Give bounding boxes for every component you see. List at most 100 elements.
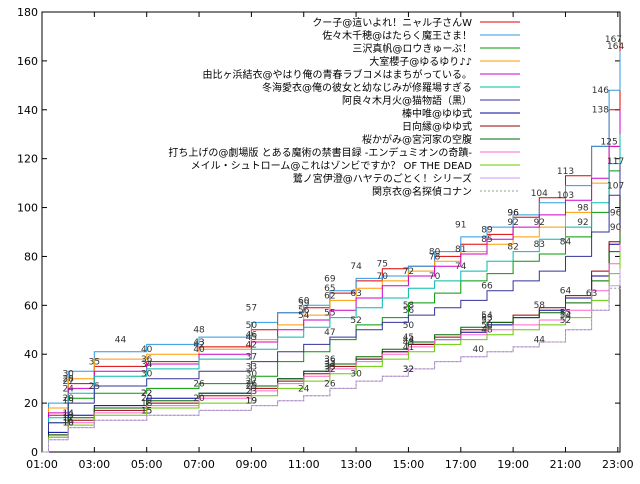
data-label: 44 [534,335,546,345]
data-label: 45 [246,333,257,343]
series-lines [42,43,621,453]
data-label: 41 [403,343,414,353]
data-label: 20 [62,394,74,404]
legend: クー子@這いよれ！ニャル子さんW佐々木千穂@はたらく魔王さま！三沢真帆@ロウきゅ… [168,16,520,198]
data-label: 12 [62,414,73,424]
data-label: 50 [403,321,415,331]
data-label: 32 [403,365,414,375]
data-label: 74 [455,262,467,272]
data-label: 78 [429,252,441,262]
data-label: 89 [481,225,493,235]
data-label: 30 [141,370,153,380]
data-label: 81 [455,245,466,255]
y-tick-label: 160 [17,55,38,68]
data-label: 53 [481,313,492,323]
data-label: 75 [377,260,388,270]
data-label: 40 [141,345,153,355]
x-tick-label: 21:00 [550,458,582,471]
data-label: 55 [560,309,571,319]
data-label: 74 [350,262,362,272]
data-label: 47 [324,328,335,338]
data-label: 15 [141,406,152,416]
data-label: 18 [141,399,153,409]
data-label: 82 [507,243,518,253]
data-label: 54 [481,311,493,321]
legend-entry-label: クー子@這いよれ！ニャル子さんW [312,16,472,29]
data-label: 54 [298,311,310,321]
data-label: 50 [246,321,258,331]
data-label: 42 [246,340,257,350]
data-label: 164 [607,42,624,52]
data-label: 27 [62,377,73,387]
data-label: 25 [89,382,100,392]
data-label: 62 [324,291,335,301]
data-label: 43 [193,338,204,348]
data-label: 63 [586,289,597,299]
y-tick-label: 60 [24,299,38,312]
data-label: 35 [324,357,335,367]
data-label: 96 [507,208,519,218]
series-line-6 [42,134,621,453]
legend-entry-label: 関京衣@名探偵コナン [372,185,472,198]
data-label: 91 [455,221,466,231]
data-label: 24 [62,384,74,394]
data-label: 92 [577,218,588,228]
data-label: 34 [324,360,336,370]
data-label: 59 [298,299,310,309]
data-label: 44 [403,335,415,345]
data-label: 19 [246,397,258,407]
data-label: 96 [610,208,622,218]
data-label: 92 [507,218,518,228]
legend-entry-label: 桜かがみ@宮河家の空腹 [362,133,472,146]
data-label: 52 [560,316,571,326]
y-tick-label: 100 [17,202,38,215]
data-label: 22 [141,389,152,399]
data-label: 90 [610,223,622,233]
data-label: 32 [324,365,335,375]
data-label: 33 [324,362,335,372]
data-label: 80 [429,247,441,257]
data-label: 33 [246,362,257,372]
data-label: 30 [246,370,258,380]
data-label: 45 [403,333,414,343]
x-tick-label: 05:00 [131,458,163,471]
data-label: 43 [403,338,414,348]
x-tick-label: 03:00 [78,458,110,471]
data-label: 28 [62,375,74,385]
data-label: 44 [115,335,127,345]
legend-entry-label: 阿良々木月火@猫物語（黒） [342,94,472,107]
data-label: 15 [141,406,152,416]
data-label: 48 [481,326,493,336]
data-label: 14 [62,409,74,419]
data-label: 30 [62,370,74,380]
data-label: 24 [298,384,310,394]
data-label: 103 [557,191,574,201]
data-labels: 2835435059657580899610411314616744485760… [62,35,624,429]
legend-entry-label: 鷺ノ宮伊澄@ハヤテのごとく！シリーズ [293,172,472,185]
legend-entry-label: 打ち上げの@劇場版 とある魔術の禁書目録 -エンデュミオンの奇蹟- [168,146,472,159]
axes: 0 20 40 60 80 100 120 140 160 180 01:00 03:00 05:00 0… [17,6,634,471]
y-tick-label: 120 [17,153,38,166]
series-line-7 [42,163,621,453]
data-label: 20 [193,394,205,404]
data-label: 63 [350,289,361,299]
data-label: 36 [141,355,153,365]
data-label: 60 [298,296,310,306]
data-label: 117 [607,157,624,167]
data-label: 46 [246,331,258,341]
data-label: 52 [350,316,361,326]
data-label: 55 [324,309,335,319]
data-label: 146 [592,86,609,96]
data-label: 92 [534,218,545,228]
y-tick-label: 0 [31,446,38,459]
legend-entry-label: 三沢真帆@ロウきゅーぶ！ [352,42,472,55]
data-label: 50 [481,321,493,331]
data-label: 20 [141,394,153,404]
data-label: 54 [560,311,572,321]
data-label: 19 [246,397,258,407]
legend-entry-label: 佐々木千穂@はたらく魔王さま！ [322,29,472,42]
legend-entry-label: 榛中唯@ゆゆ式 [402,107,472,120]
data-label: 84 [560,238,572,248]
data-label: 23 [246,387,257,397]
